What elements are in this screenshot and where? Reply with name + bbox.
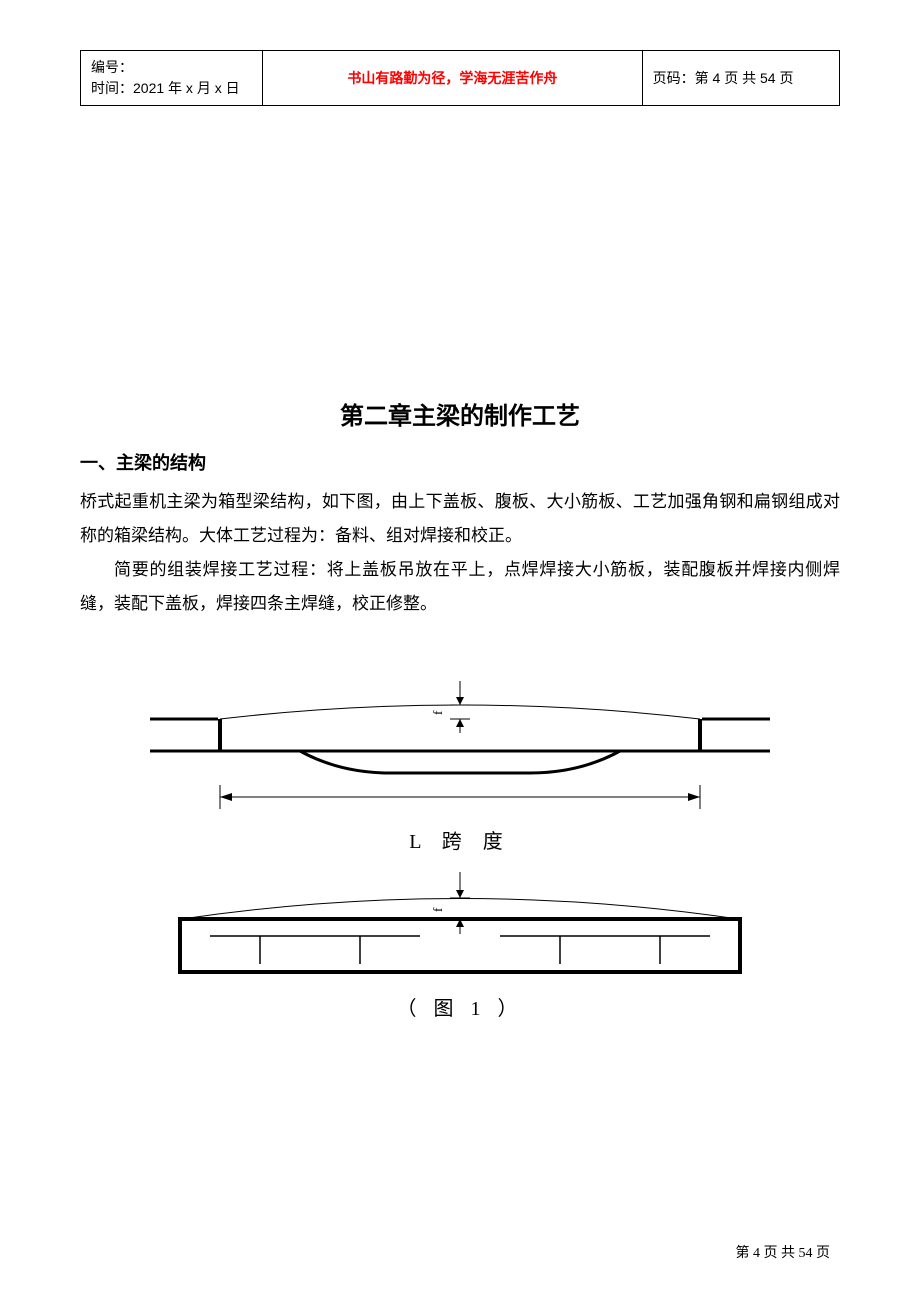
beam-side-view-diagram: f xyxy=(140,661,780,781)
header-page-info: 页码：第 4 页 共 54 页 xyxy=(642,51,839,106)
figure-container: f L 跨 度 xyxy=(80,661,840,1021)
span-dimension xyxy=(140,781,780,819)
section-title: 一、主梁的结构 xyxy=(80,449,840,475)
figure-caption: （ 图 1 ） xyxy=(80,992,840,1021)
time-label: 时间：2021 年 x 月 x 日 xyxy=(91,78,252,99)
paragraph-1: 桥式起重机主梁为箱型梁结构，如下图，由上下盖板、腹板、大小筋板、工艺加强角钢和扁… xyxy=(80,485,840,553)
header-motto: 书山有路勤为径，学海无涯苦作舟 xyxy=(263,51,643,106)
header-table: 编号： 时间：2021 年 x 月 x 日 书山有路勤为径，学海无涯苦作舟 页码… xyxy=(80,50,840,106)
document-page: 编号： 时间：2021 年 x 月 x 日 书山有路勤为径，学海无涯苦作舟 页码… xyxy=(0,0,920,1302)
page-footer: 第 4 页 共 54 页 xyxy=(736,1242,831,1262)
paragraph-2: 简要的组装焊接工艺过程：将上盖板吊放在平上，点焊焊接大小筋板，装配腹板并焊接内侧… xyxy=(80,553,840,621)
chapter-title: 第二章主梁的制作工艺 xyxy=(80,396,840,431)
span-label: L 跨 度 xyxy=(80,825,840,854)
header-left-cell: 编号： 时间：2021 年 x 月 x 日 xyxy=(81,51,263,106)
f-label-bottom: f xyxy=(430,907,445,912)
f-label-top: f xyxy=(430,710,445,715)
beam-plan-view-diagram: f xyxy=(140,864,780,984)
serial-label: 编号： xyxy=(91,57,252,78)
